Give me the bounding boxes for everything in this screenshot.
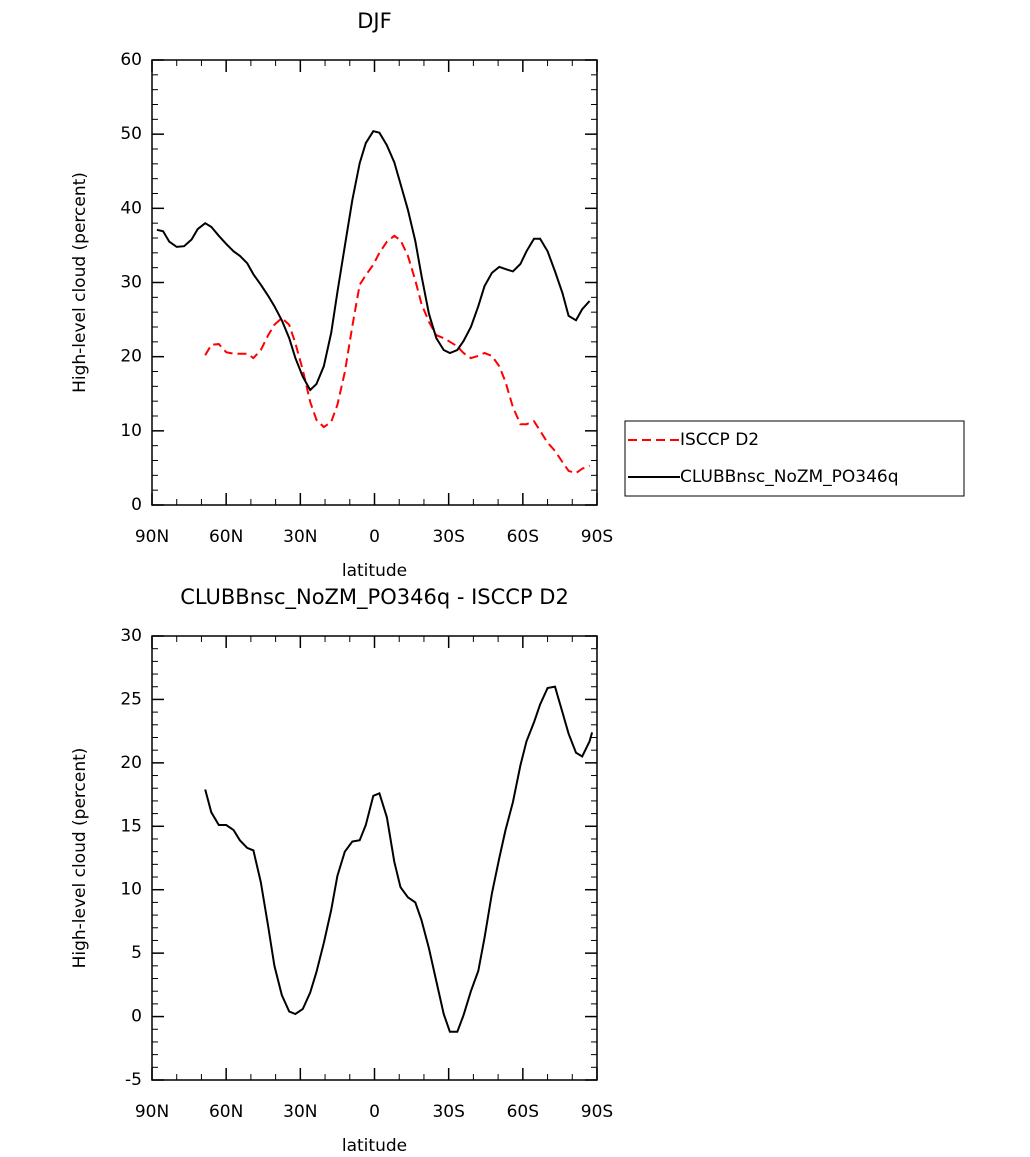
plot-frame <box>151 59 598 506</box>
data-line <box>204 685 594 1033</box>
x-tick-label: 90S <box>581 1102 613 1122</box>
y-tick-label: 5 <box>131 943 142 963</box>
x-axis-label: latitude <box>342 1136 407 1156</box>
y-tick-label: 10 <box>120 880 142 900</box>
y-tick-label: 30 <box>120 626 142 646</box>
y-tick-label: 15 <box>120 816 142 836</box>
x-tick-label: 60N <box>209 1102 243 1122</box>
x-tick-label: 60S <box>507 527 539 547</box>
x-tick-label: 90N <box>135 1102 169 1122</box>
legend-label: CLUBBnsc_NoZM_PO346q <box>680 467 899 487</box>
y-tick-label: 60 <box>120 50 142 70</box>
y-tick-label: 50 <box>120 124 142 144</box>
legend-label: ISCCP D2 <box>680 430 759 450</box>
y-tick-label: 40 <box>120 198 142 218</box>
x-axis-label: latitude <box>342 561 407 581</box>
data-line <box>156 130 591 392</box>
x-tick-label: 90N <box>135 527 169 547</box>
x-tick-label: 0 <box>369 1102 380 1122</box>
x-tick-label: 60S <box>507 1102 539 1122</box>
x-tick-label: 90S <box>581 527 613 547</box>
y-tick-label: 20 <box>120 753 142 773</box>
y-tick-label: 30 <box>120 273 142 293</box>
y-tick-label: 10 <box>120 421 142 441</box>
x-tick-label: 30N <box>283 527 317 547</box>
x-tick-label: 30S <box>432 1102 464 1122</box>
y-axis-label: High-level cloud (percent) <box>70 172 90 393</box>
legend-box <box>624 420 965 497</box>
chart-title: DJF <box>357 9 391 33</box>
y-tick-label: 20 <box>120 347 142 367</box>
x-tick-label: 60N <box>209 527 243 547</box>
y-tick-label: 0 <box>131 495 142 515</box>
x-tick-label: 30S <box>432 527 464 547</box>
plot-frame <box>151 635 598 1081</box>
x-tick-label: 30N <box>283 1102 317 1122</box>
data-line <box>204 234 590 475</box>
y-tick-label: 0 <box>131 1007 142 1027</box>
y-axis-label: High-level cloud (percent) <box>70 748 90 969</box>
x-tick-label: 0 <box>369 527 380 547</box>
y-tick-label: 25 <box>120 689 142 709</box>
chart-title: CLUBBnsc_NoZM_PO346q - ISCCP D2 <box>180 585 569 610</box>
y-tick-label: -5 <box>125 1070 142 1090</box>
